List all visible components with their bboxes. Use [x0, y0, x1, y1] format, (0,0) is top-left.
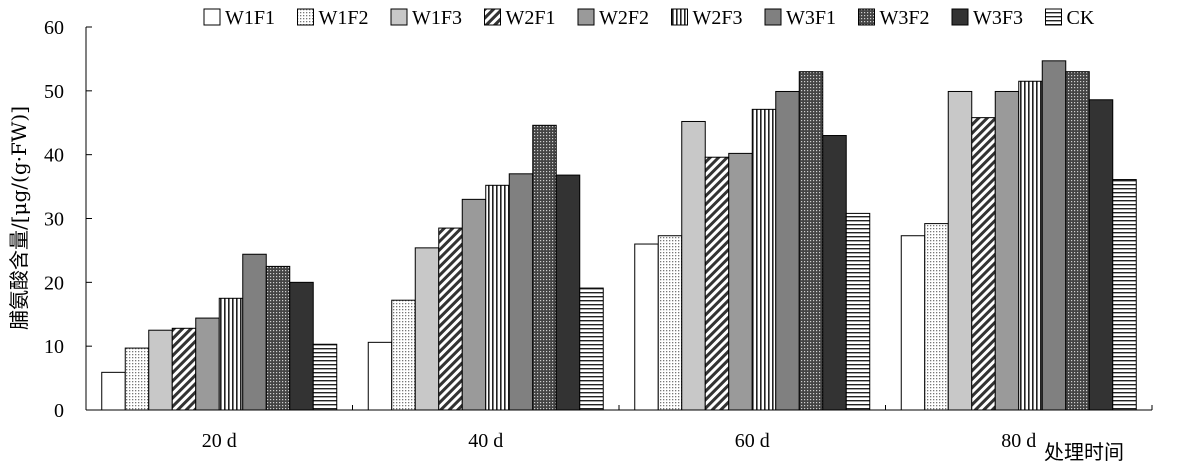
bar-w2f1-60d — [704, 156, 730, 411]
bar-w2f1-80d — [971, 117, 996, 411]
bar-w2f3-80d — [1018, 80, 1043, 411]
legend-label: W3F3 — [973, 7, 1023, 29]
bar-ck-80d — [1112, 179, 1137, 411]
legend-swatch — [484, 8, 501, 26]
y-tick-label: 20 — [44, 272, 64, 294]
bar-w3f2-20d — [265, 265, 291, 411]
legend-swatch — [671, 8, 688, 26]
bar-ck-20d — [312, 343, 338, 411]
legend-swatch — [1045, 8, 1062, 26]
bars — [101, 60, 1137, 411]
legend-label: W1F3 — [412, 7, 462, 29]
bar-w3f1-40d — [508, 173, 534, 411]
legend-swatch — [203, 8, 221, 26]
legend: W1F1 W1F2 W1F3 W2F1 W2F2 W2F3 W3F1 W3F2 W3F3 CK — [203, 7, 1095, 29]
legend-label: W3F2 — [880, 7, 930, 29]
x-category-label: 80 d — [1001, 430, 1036, 452]
x-axis-title: 处理时间 — [1044, 440, 1124, 464]
bar-w1f3-20d — [148, 329, 173, 411]
legend-label: W2F2 — [599, 7, 649, 29]
bar-w1f2-60d — [657, 235, 683, 411]
bar-w3f3-20d — [289, 281, 314, 411]
bar-w2f3-40d — [485, 184, 510, 411]
y-tick-label: 50 — [44, 81, 64, 103]
legend-swatch — [858, 8, 875, 26]
bar-w3f3-40d — [555, 174, 581, 411]
legend-swatch — [577, 8, 595, 26]
bar-w1f3-60d — [681, 120, 706, 411]
x-ticks: 20 d 40 d 60 d 80 d — [85, 405, 1153, 452]
bar-w1f3-80d — [947, 90, 973, 411]
bar-w3f1-80d — [1041, 60, 1067, 411]
y-tick-label: 10 — [44, 336, 64, 358]
bar-w2f2-60d — [728, 152, 753, 411]
legend-swatch — [390, 8, 408, 26]
legend-swatch — [764, 8, 782, 26]
y-tick-label: 60 — [44, 17, 64, 39]
x-category-label: 60 d — [735, 430, 770, 452]
legend-label: W2F1 — [506, 7, 556, 29]
bar-w3f1-60d — [775, 90, 800, 411]
y-tick-label: 40 — [44, 145, 64, 167]
bar-w2f2-20d — [195, 317, 220, 411]
bar-w1f1-20d — [101, 371, 126, 411]
y-axis-title: 脯氨酸含量/[μg/(g·FW)] — [7, 106, 31, 330]
bar-ck-40d — [579, 287, 604, 411]
bar-w3f1-20d — [242, 253, 267, 411]
y-tick-label: 30 — [44, 209, 64, 231]
y-ticks: 0 10 20 30 40 50 60 — [44, 17, 92, 422]
legend-swatch — [951, 8, 969, 26]
bar-w2f1-20d — [171, 327, 197, 411]
bar-w3f3-80d — [1088, 99, 1114, 411]
bar-w3f2-80d — [1065, 71, 1090, 411]
bar-w1f3-40d — [414, 247, 440, 411]
legend-label: W3F1 — [786, 7, 836, 29]
bar-w1f1-40d — [367, 341, 393, 411]
bar-w3f3-60d — [822, 135, 847, 411]
x-category-label: 20 d — [202, 430, 237, 452]
legend-label: W1F2 — [319, 7, 369, 29]
bar-w1f1-80d — [900, 235, 926, 411]
bar-w3f2-60d — [798, 71, 824, 411]
bar-w1f2-80d — [924, 223, 949, 411]
x-category-label: 40 d — [468, 430, 503, 452]
y-tick-label: 0 — [54, 400, 64, 422]
bar-w1f1-60d — [634, 243, 659, 411]
bar-w3f2-40d — [532, 124, 557, 411]
legend-label: W2F3 — [693, 7, 743, 29]
bar-w2f3-20d — [218, 297, 244, 411]
bar-w2f2-80d — [994, 90, 1020, 411]
bar-w2f2-40d — [461, 198, 487, 411]
bar-w2f1-40d — [438, 227, 463, 411]
legend-label: CK — [1067, 7, 1095, 29]
bar-w1f2-40d — [391, 299, 416, 411]
legend-swatch — [297, 8, 314, 26]
bar-ck-60d — [845, 212, 871, 411]
bar-w2f3-60d — [751, 108, 777, 411]
bar-w1f2-20d — [124, 347, 150, 411]
legend-label: W1F1 — [225, 7, 275, 29]
